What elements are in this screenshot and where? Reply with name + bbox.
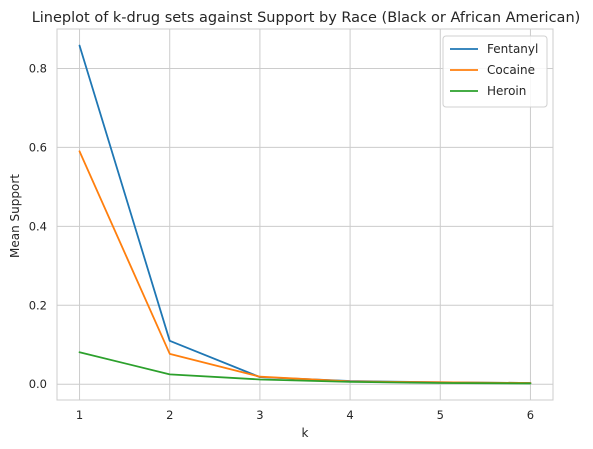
x-tick-label: 1 xyxy=(76,408,83,422)
legend-label: Heroin xyxy=(487,84,526,98)
legend: Fentanyl Cocaine Heroin xyxy=(442,35,548,108)
y-tick-label: 0.6 xyxy=(29,140,47,154)
chart-title: Lineplot of k-drug sets against Support … xyxy=(32,10,581,26)
x-axis-label: k xyxy=(302,426,309,440)
x-tick-label: 3 xyxy=(256,408,263,422)
y-tick-label: 0.0 xyxy=(29,377,47,391)
x-tick-label: 5 xyxy=(437,408,444,422)
y-tick-label: 0.2 xyxy=(29,298,47,312)
x-tick-label: 2 xyxy=(166,408,173,422)
y-tick-label: 0.4 xyxy=(29,219,47,233)
legend-box xyxy=(442,35,548,108)
y-tick-label: 0.8 xyxy=(29,61,47,75)
x-tick-labels: 1 2 3 4 5 6 xyxy=(76,408,534,422)
x-tick-label: 6 xyxy=(527,408,534,422)
series-lines xyxy=(78,44,532,385)
series-line-heroin xyxy=(78,351,532,385)
y-tick-labels: 0.0 0.2 0.4 0.6 0.8 xyxy=(29,61,47,391)
legend-label: Fentanyl xyxy=(487,42,538,56)
x-tick-label: 4 xyxy=(346,408,353,422)
y-axis-label: Mean Support xyxy=(8,174,22,258)
plot-area xyxy=(56,28,554,401)
legend-label: Cocaine xyxy=(487,63,535,77)
